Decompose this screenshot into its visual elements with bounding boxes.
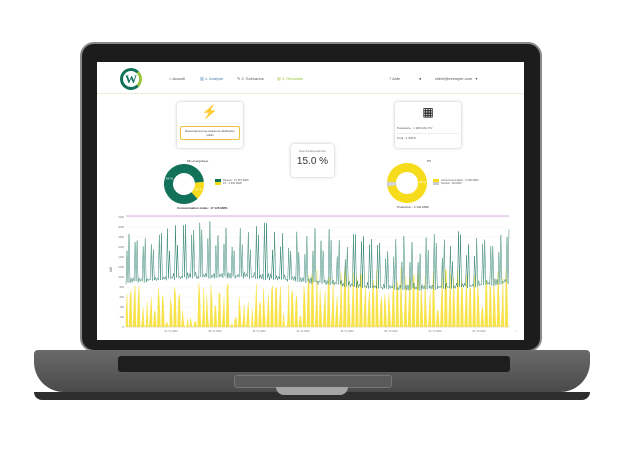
laptop-notch — [276, 387, 348, 395]
kpi-card: Taux d'autoproduction 15.0 % — [291, 144, 334, 177]
legend-label: PV : 2 569 MWh — [223, 182, 242, 186]
y-tick-label: 2200 — [118, 215, 124, 219]
donut-right-legend: Autoconsommation : 2 050 MWh Surplus : 8… — [433, 179, 479, 185]
donut-slice[interactable] — [191, 181, 204, 199]
donut-right-title: PV — [427, 159, 432, 163]
series-consumption — [125, 221, 510, 292]
y-tick-label: 2000 — [118, 225, 124, 229]
legend-label: Surplus : 84 MWh — [441, 182, 462, 186]
nav-home-label: Accueil — [172, 76, 186, 81]
solar-power: Puissance : 1 000 kWc PV — [397, 126, 459, 134]
nav-scenarios[interactable]: ✎ 2. Scénarios — [237, 76, 264, 81]
donut-slice[interactable] — [164, 164, 204, 204]
donut-left-title: Mix énergétique — [187, 159, 209, 163]
app-screen: W ⌂ Accueil ▥ 1. Analyse ✎ 2. Scénarios … — [97, 62, 524, 340]
kpi-label: Taux d'autoproduction — [298, 149, 327, 153]
laptop-base-edge — [34, 392, 590, 400]
nav-home[interactable]: ⌂ Accueil — [169, 76, 186, 81]
donut-right: 96 % 4 % — [387, 163, 427, 203]
legend-item[interactable]: Surplus : 84 MWh — [433, 182, 479, 185]
y-tick-label: 1600 — [118, 245, 124, 249]
donut-left: 85 % 15 % — [164, 164, 204, 204]
nav-scenarios-label: 2. Scénarios — [241, 76, 264, 81]
donut-right-total: Production : 2 134 MWh — [397, 205, 430, 209]
slice-label: 15 % — [195, 187, 202, 191]
legend-item[interactable]: Autoconsommation : 2 050 MWh — [433, 179, 479, 182]
x-tick-label: 22 / 11 2022 — [296, 330, 310, 333]
legend-label: Réseau : 14 557 MWh — [223, 179, 249, 183]
y-tick-label: 0 — [123, 325, 125, 329]
x-tick-label: 15 / 11 2022 — [252, 330, 266, 333]
power-chart[interactable]: 0 200 400 600 800 1000 1200 1400 1600 1800 2000 220… — [107, 210, 517, 335]
y-tick-label: 1800 — [118, 235, 124, 239]
logo[interactable]: W — [120, 68, 142, 90]
y-tick-label: 1400 — [118, 255, 124, 259]
x-tick-label: 29 / 11 2022 — [340, 330, 354, 333]
legend-item[interactable]: PV : 2 569 MWh — [215, 182, 249, 185]
donut-left-total: Consommation totale : 17 126 MWh — [177, 206, 228, 210]
y-tick-label: 600 — [120, 295, 125, 299]
y-tick-label: 1200 — [118, 265, 124, 269]
legend-item[interactable]: Réseau : 14 557 MWh — [215, 179, 249, 182]
donut-left-legend: Réseau : 14 557 MWh PV : 2 569 MWh — [215, 179, 249, 185]
nav-results[interactable]: ▤ 3. Résultats — [277, 76, 304, 81]
y-tick-label: 800 — [120, 285, 125, 289]
x-tick-label: 08 / 11 2022 — [208, 330, 222, 333]
x-tick-label: 20 / 12 2022 — [472, 330, 486, 333]
solar-cost: Coût : 1 000 € — [397, 136, 416, 140]
top-nav: W ⌂ Accueil ▥ 1. Analyse ✎ 2. Scénarios … — [97, 62, 524, 94]
grid-card: ⚡ Raccordement au réseau de distribution… — [177, 102, 243, 148]
slice-label: 96 % — [419, 180, 426, 184]
kpi-value: 15.0 % — [296, 156, 329, 167]
x-tick-label: 06 / 12 2022 — [384, 330, 398, 333]
y-tick-label: 400 — [120, 305, 125, 309]
x-tick-label: 01 / 11 2022 — [164, 330, 178, 333]
nav-analyse-label: 1. Analyse — [204, 76, 224, 81]
keyboard — [118, 356, 510, 372]
x-tick-label: 27 / 12 2022 — [516, 330, 517, 333]
y-tick-label: 200 — [120, 315, 125, 319]
nav-help-label: Aide — [392, 76, 401, 81]
slice-label: 4 % — [389, 182, 395, 186]
legend-label: Autoconsommation : 2 050 MWh — [441, 179, 479, 183]
user-menu[interactable]: client@exemple.com ▾ — [435, 76, 478, 81]
solar-panel-icon: ▦ — [422, 105, 434, 119]
user-email: client@exemple.com — [435, 76, 473, 81]
y-axis-label: kW — [109, 266, 113, 272]
grid-text: Raccordement au réseau de distribution p… — [180, 126, 240, 140]
nav-analyse[interactable]: ▥ 1. Analyse — [200, 76, 224, 81]
donut-slice[interactable] — [387, 163, 427, 203]
pylon-icon: ⚡ — [201, 104, 219, 119]
donut-slice[interactable] — [387, 181, 397, 187]
y-tick-label: 1000 — [118, 275, 124, 279]
solar-card: ▦ Puissance : 1 000 kWc PV Coût : 1 000 … — [395, 102, 461, 148]
nav-help[interactable]: ? Aide — [389, 76, 401, 81]
slice-label: 85 % — [166, 177, 173, 181]
user-icon: ● — [419, 76, 422, 81]
nav-results-label: 3. Résultats — [281, 76, 304, 81]
x-tick-label: 13 / 12 2022 — [428, 330, 442, 333]
